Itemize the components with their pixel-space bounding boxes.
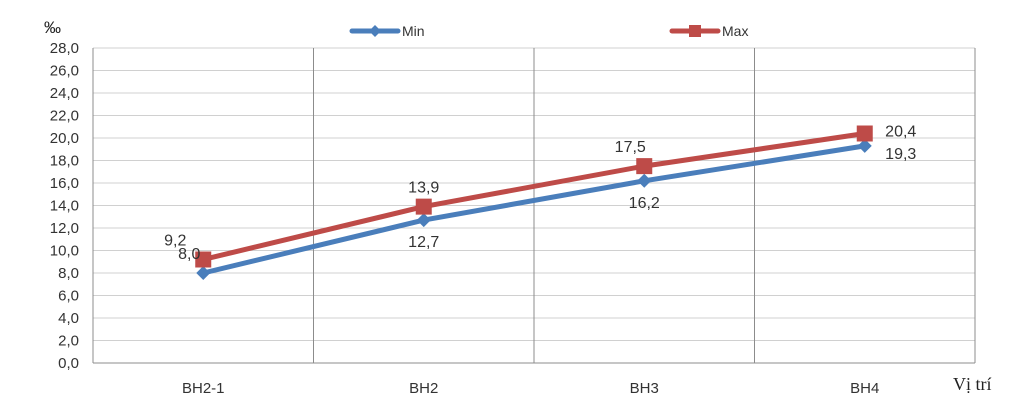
data-label: 13,9 (408, 180, 439, 197)
series-line-min (200, 143, 868, 276)
y-tick-label: 10,0 (50, 243, 79, 260)
data-point (857, 138, 872, 153)
y-tick-label: 8,0 (58, 265, 79, 282)
data-point (416, 213, 431, 228)
data-point (195, 251, 212, 268)
y-tick-label: 16,0 (50, 175, 79, 192)
y-tick-label: 4,0 (58, 310, 79, 327)
y-axis-unit: ‰ (44, 18, 61, 37)
y-tick-label: 20,0 (50, 130, 79, 147)
y-tick-label: 6,0 (58, 288, 79, 305)
data-point (636, 158, 653, 175)
data-labels: 8,0 12,7 16,2 19,3 9,2 13,9 17,5 20,4 (164, 124, 916, 264)
y-tick-label: 2,0 (58, 333, 79, 350)
legend-marker (369, 25, 381, 37)
data-label: 12,7 (408, 234, 439, 251)
x-axis-title: Vị trí (953, 374, 992, 394)
y-tick-label: 26,0 (50, 63, 79, 80)
y-tick-label: 28,0 (50, 40, 79, 57)
data-label: 19,3 (885, 146, 916, 163)
data-label: 20,4 (885, 124, 916, 141)
x-tick-label: BH2-1 (182, 380, 225, 397)
data-point (637, 173, 652, 188)
data-label: 17,5 (615, 139, 646, 156)
legend-marker (689, 25, 701, 37)
data-label: 8,0 (178, 246, 200, 263)
y-tick-label: 24,0 (50, 85, 79, 102)
legend: Min Max (349, 23, 748, 39)
y-tick-label: 14,0 (50, 198, 79, 215)
axes: 0,0 2,0 4,0 6,0 8,0 10,0 12,0 14,0 16,0 18,0 20,0 2… (50, 40, 975, 397)
data-label: 16,2 (629, 195, 660, 212)
x-tick-label: BH4 (850, 380, 879, 397)
y-tick-label: 18,0 (50, 153, 79, 170)
y-tick-label: 12,0 (50, 220, 79, 237)
series-line-max (200, 131, 868, 262)
y-tick-label: 0,0 (58, 355, 79, 372)
data-label: 9,2 (164, 233, 186, 250)
data-point (415, 198, 432, 215)
x-tick-label: BH2 (409, 380, 438, 397)
data-point (856, 125, 873, 142)
series-group (195, 125, 873, 280)
legend-label: Min (402, 23, 425, 39)
x-tick-label: BH3 (630, 380, 659, 397)
y-tick-label: 22,0 (50, 108, 79, 125)
data-point (196, 266, 211, 280)
grid (93, 47, 976, 364)
legend-label: Max (722, 23, 748, 39)
